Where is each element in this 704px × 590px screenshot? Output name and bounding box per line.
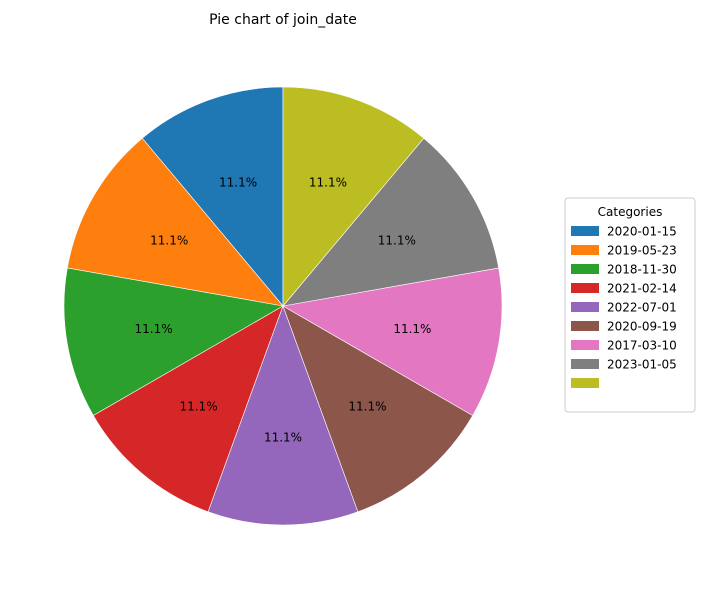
legend-label: 2023-01-05 bbox=[607, 358, 677, 372]
legend-label: 2017-03-10 bbox=[607, 339, 677, 353]
legend: Categories 2020-01-15 2019-05-23 2018-11-3… bbox=[564, 197, 696, 413]
pie-slice bbox=[282, 305, 474, 513]
slice-percentage-label: 11.1% bbox=[264, 430, 302, 444]
legend-swatch bbox=[571, 245, 599, 255]
pie-slice bbox=[141, 86, 284, 307]
legend-label: 2018-11-30 bbox=[607, 263, 677, 277]
legend-swatch bbox=[571, 378, 599, 388]
legend-items: 2020-01-15 2019-05-23 2018-11-30 2021-02-14… bbox=[571, 225, 677, 388]
legend-swatch bbox=[571, 264, 599, 274]
legend-swatch bbox=[571, 340, 599, 350]
legend-label: 2020-09-19 bbox=[607, 320, 677, 334]
slice-percentage-label: 11.1% bbox=[219, 176, 257, 190]
legend-swatch bbox=[571, 359, 599, 369]
legend-swatch bbox=[571, 321, 599, 331]
pie-slice bbox=[282, 137, 500, 307]
legend-swatch bbox=[571, 226, 599, 236]
legend-label: 2020-01-15 bbox=[607, 225, 677, 239]
pie-slices bbox=[63, 86, 503, 526]
slice-percentage-label: 11.1% bbox=[393, 322, 431, 336]
legend-swatch bbox=[571, 302, 599, 312]
pie-percentage-labels: 11.1% 11.1% 11.1% 11.1% 11.1% 11.1% 11.1% 11.1%… bbox=[135, 176, 432, 445]
slice-percentage-label: 11.1% bbox=[378, 233, 416, 247]
pie-slice bbox=[92, 305, 284, 513]
legend-label: 2021-02-14 bbox=[607, 282, 677, 296]
slice-percentage-label: 11.1% bbox=[179, 400, 217, 414]
legend-label: 2019-05-23 bbox=[607, 244, 677, 258]
slice-percentage-label: 11.1% bbox=[309, 176, 347, 190]
chart-title: Pie chart of join_date bbox=[209, 12, 357, 28]
pie-slice bbox=[282, 86, 425, 307]
legend-label: 2022-07-01 bbox=[607, 301, 677, 315]
pie-slice bbox=[282, 267, 503, 416]
legend-swatch bbox=[571, 283, 599, 293]
slice-percentage-label: 11.1% bbox=[348, 400, 386, 414]
pie-slice bbox=[207, 305, 359, 526]
pie-slice bbox=[66, 137, 284, 307]
legend-title: Categories bbox=[598, 205, 663, 219]
slice-percentage-label: 11.1% bbox=[150, 233, 188, 247]
slice-percentage-label: 11.1% bbox=[135, 322, 173, 336]
pie-slice bbox=[63, 267, 284, 416]
